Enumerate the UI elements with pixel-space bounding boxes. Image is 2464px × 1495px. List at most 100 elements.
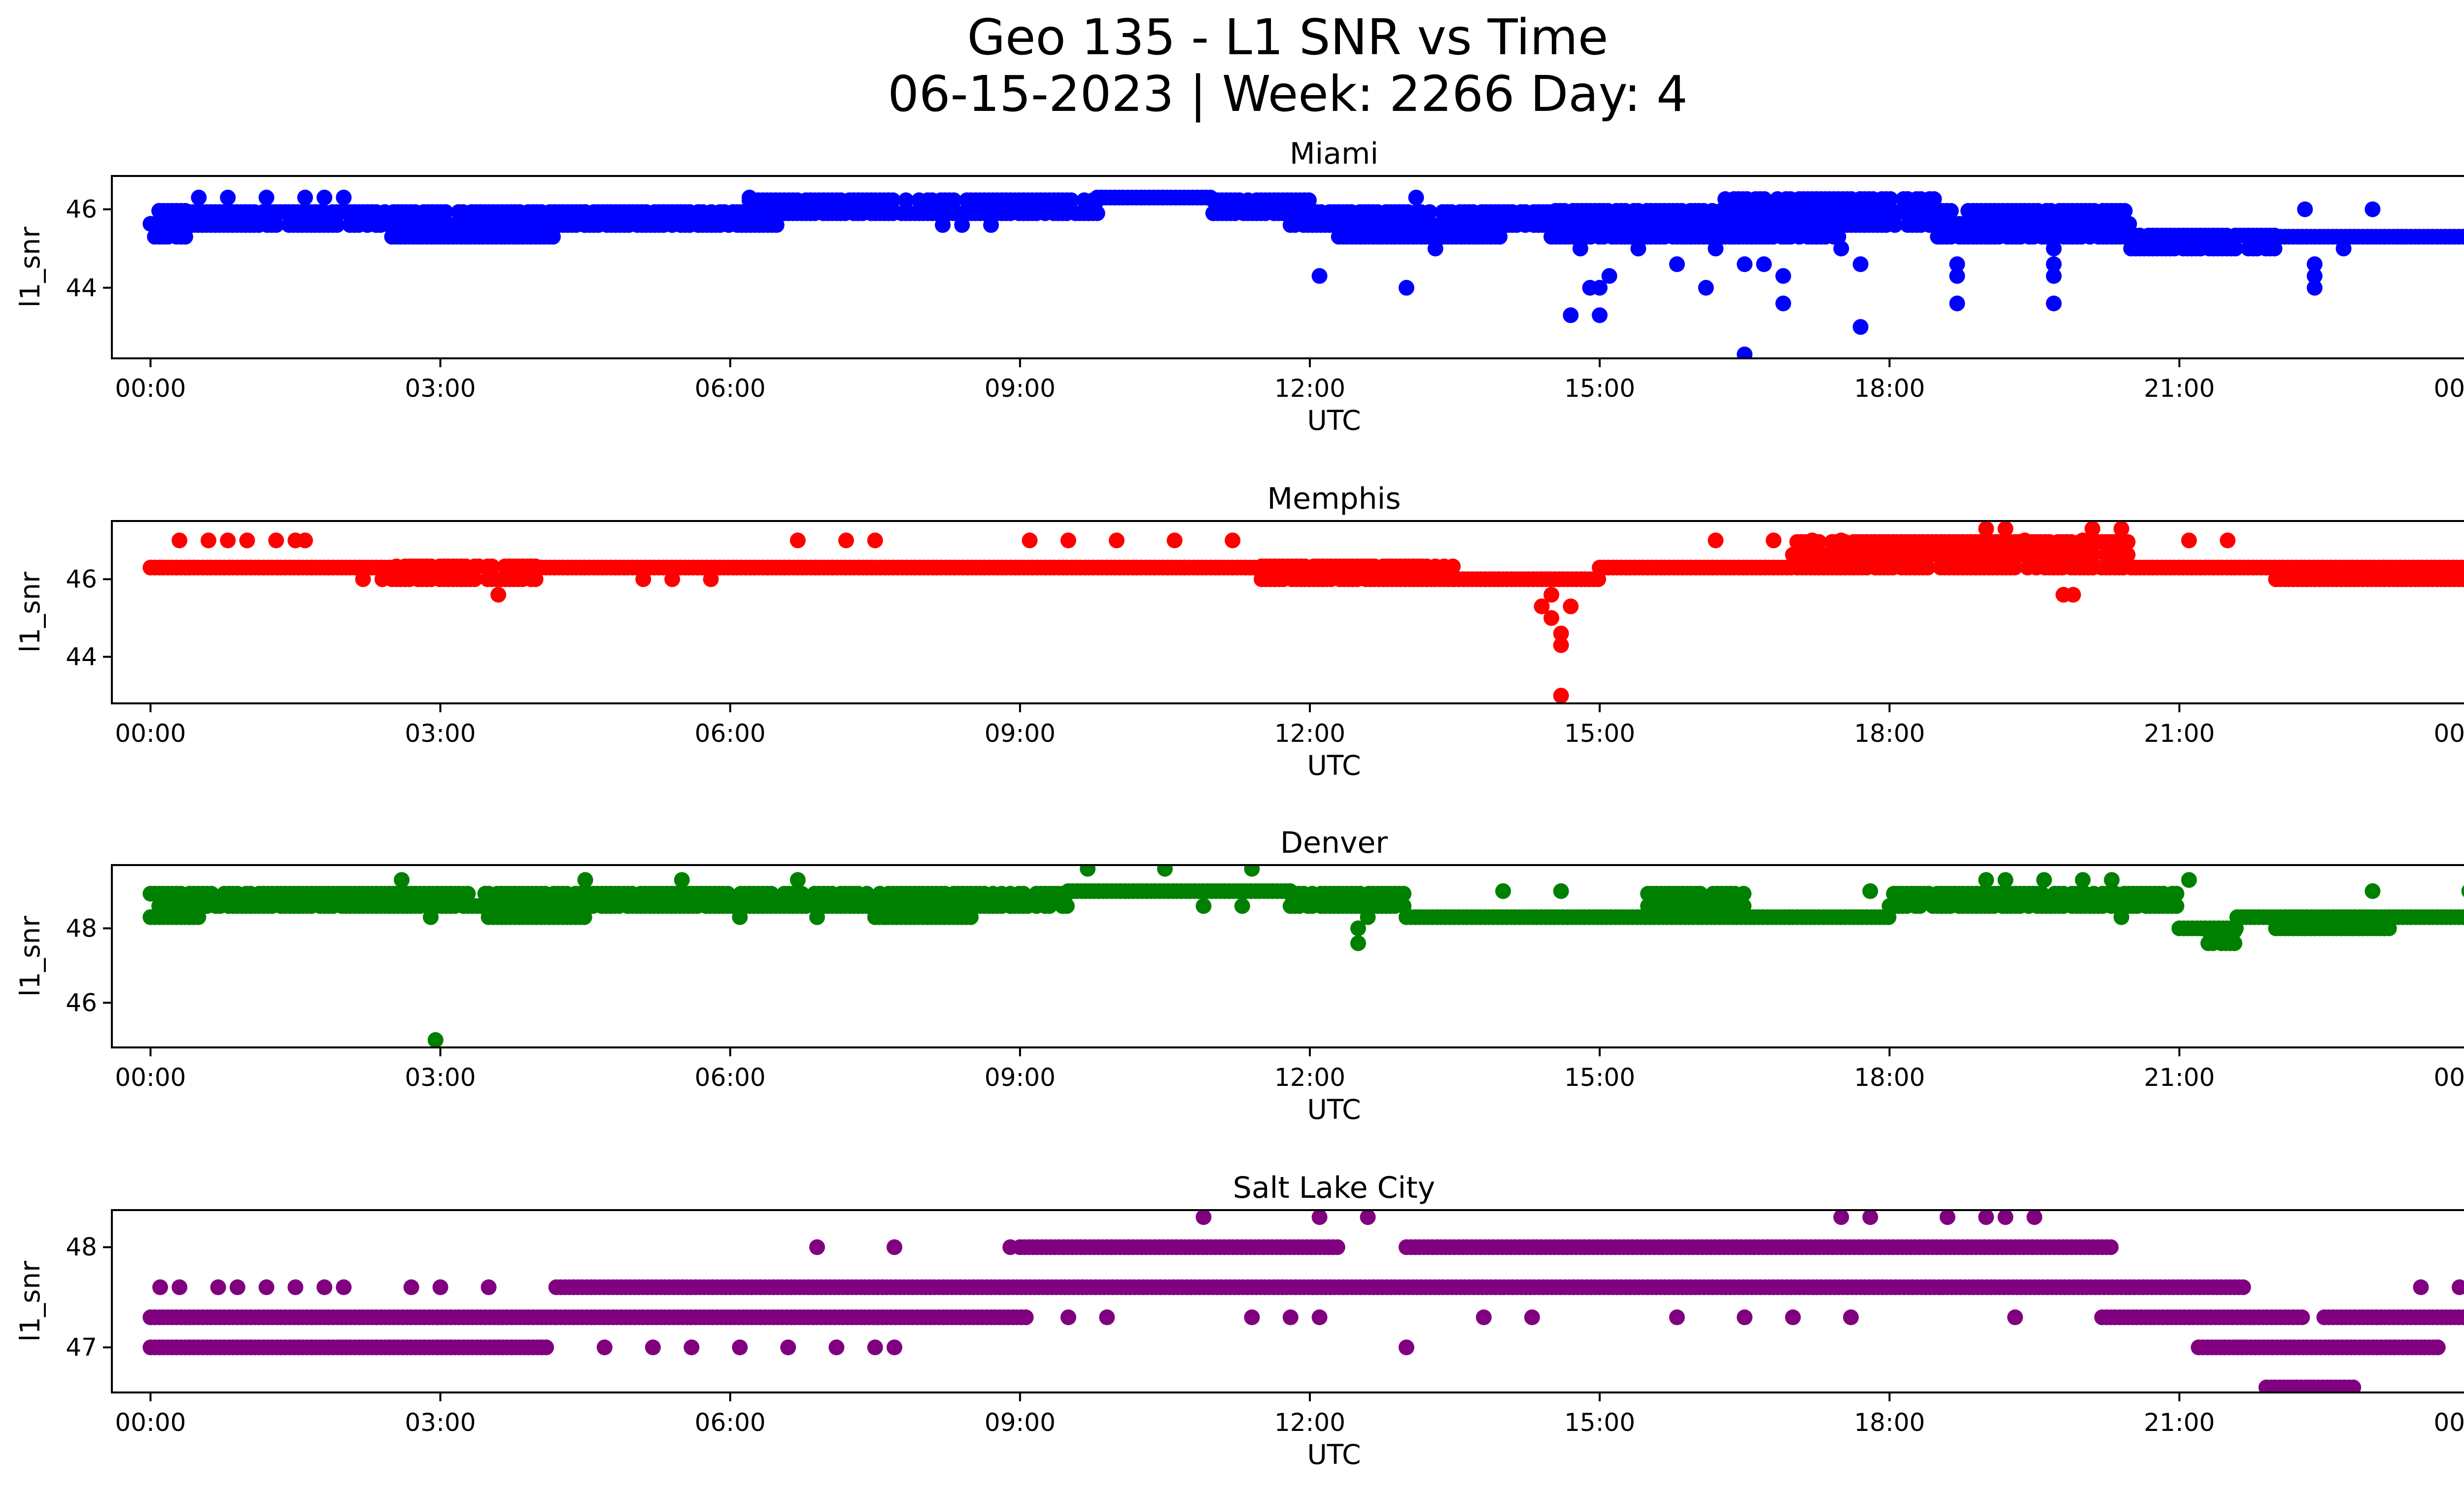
point-cluster [1592, 559, 1799, 576]
y-axis-label: l1_snr [14, 916, 46, 997]
point-cluster [1282, 204, 1560, 233]
data-point [2113, 521, 2129, 537]
x-tick-label: 06:00 [695, 374, 766, 403]
data-point [1282, 1309, 1299, 1325]
x-tick-label: 12:00 [1274, 374, 1345, 403]
data-point [2306, 279, 2323, 296]
data-point [867, 1339, 883, 1356]
data-point [789, 532, 806, 549]
data-point [1166, 532, 1183, 549]
data-point [2226, 923, 2243, 939]
data-point [2459, 572, 2464, 587]
data-point [1563, 307, 1579, 323]
point-cluster [480, 909, 592, 925]
x-tick-label: 03:00 [405, 719, 476, 748]
data-point [1882, 191, 1899, 207]
data-point [2297, 920, 2313, 937]
data-point [935, 217, 951, 233]
data-point [1592, 279, 1608, 296]
data-point [645, 1339, 661, 1356]
data-point [885, 192, 901, 209]
data-point [1360, 1210, 1376, 1225]
data-point [1601, 268, 1617, 284]
data-point [2046, 241, 2062, 257]
point-cluster [384, 558, 544, 588]
point-cluster [480, 886, 1075, 914]
data-point [983, 217, 999, 233]
data-point [1852, 256, 1869, 272]
data-point [1692, 886, 1708, 902]
data-point [763, 886, 779, 902]
y-tick-label: 44 [66, 643, 97, 671]
data-point [1708, 241, 1724, 257]
data-point [2026, 1210, 2043, 1225]
data-point [1244, 1309, 1260, 1325]
x-tick-label: 12:00 [1274, 719, 1345, 748]
data-point [190, 909, 206, 925]
data-point [1949, 256, 1965, 272]
data-point [867, 532, 883, 549]
x-tick-label: 21:00 [2144, 374, 2215, 403]
x-tick-label: 15:00 [1564, 1063, 1635, 1092]
data-point [2046, 256, 2062, 272]
x-tick-label: 09:00 [985, 1408, 1056, 1437]
data-point [191, 189, 207, 206]
subplot-miami: Miami 00:00 03:00 06:00 09:00 12:00 15:00 18:00… [14, 137, 2464, 436]
data-point [596, 1339, 613, 1356]
data-point [2268, 571, 2284, 588]
x-tick-label: 21:00 [2144, 719, 2215, 748]
point-cluster [1060, 883, 1298, 899]
data-point [316, 1279, 333, 1295]
scatter-series [142, 189, 2464, 358]
point-cluster [1282, 886, 1412, 914]
data-point [2085, 521, 2100, 537]
data-point [577, 872, 593, 888]
data-point [1553, 637, 1569, 653]
data-point [1350, 935, 1366, 951]
data-point [1553, 626, 1569, 642]
point-cluster [142, 886, 493, 914]
axes-frame [111, 175, 2464, 359]
data-point [1234, 898, 1250, 914]
x-tick-label: 00:00 [115, 374, 186, 403]
data-point [1244, 865, 1260, 877]
data-point [1060, 532, 1076, 549]
data-point [1492, 229, 1508, 245]
data-point [1060, 1309, 1076, 1325]
data-point [201, 532, 216, 549]
data-point [210, 1279, 226, 1295]
data-point [2075, 872, 2091, 888]
subplot-panels: Miami 00:00 03:00 06:00 09:00 12:00 15:00 18:00… [14, 137, 2464, 1470]
data-point [2120, 547, 2136, 563]
point-cluster [1882, 886, 2185, 914]
data-point [1022, 532, 1038, 549]
data-point [789, 872, 806, 888]
y-axis-label: l1_snr [14, 572, 46, 653]
x-tick-label: 09:00 [985, 719, 1056, 748]
x-tick-label: 09:00 [985, 374, 1056, 403]
data-point [1408, 189, 1424, 206]
data-point [423, 909, 439, 925]
data-point [2345, 1379, 2361, 1392]
data-point [1543, 610, 1560, 626]
data-point [1737, 1309, 1753, 1325]
data-point [946, 192, 962, 209]
x-axis-label: UTC [1307, 405, 1361, 436]
data-point [1708, 532, 1724, 549]
data-point [1669, 1309, 1685, 1325]
point-cluster [2316, 1309, 2464, 1325]
subplot-salt-lake-city: Salt Lake City 00:00 03:00 06:00 09:00 12:00 1… [14, 1171, 2464, 1470]
data-point [1766, 532, 1781, 549]
scatter-series [142, 865, 2464, 1047]
data-point [550, 898, 566, 914]
point-cluster [741, 192, 1105, 221]
data-point [2036, 872, 2052, 888]
subplot-memphis: Memphis 00:00 03:00 06:00 09:00 12:00 15:00 18:… [14, 482, 2464, 781]
data-point [438, 204, 454, 220]
y-axis-label: l1_snr [14, 1261, 46, 1342]
x-tick-label: 06:00 [695, 1408, 766, 1437]
data-point [859, 886, 875, 902]
data-point [1736, 898, 1752, 914]
data-point [1997, 521, 2014, 537]
data-point [1563, 598, 1579, 615]
